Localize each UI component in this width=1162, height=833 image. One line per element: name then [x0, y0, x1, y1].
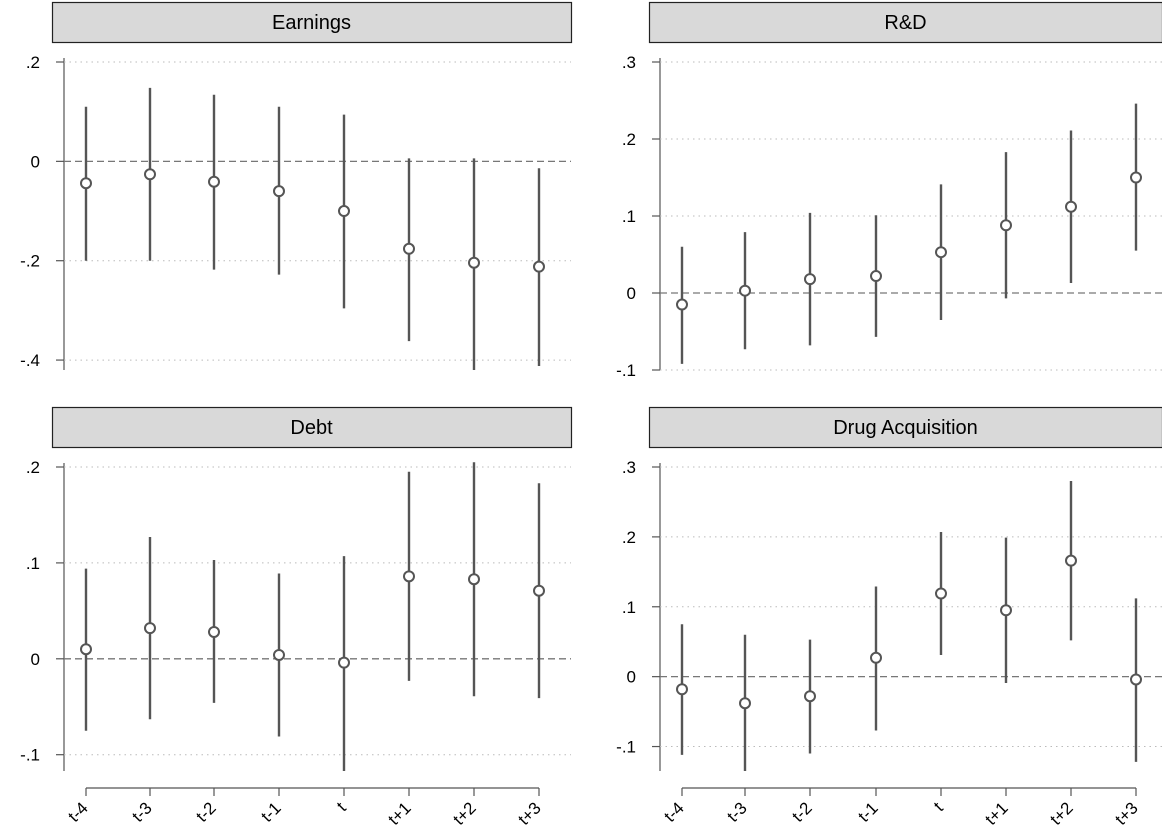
x-tick-label: t+3	[1111, 798, 1141, 828]
y-tick-label: -.1	[616, 738, 636, 757]
x-tick-label: t-3	[723, 798, 750, 825]
x-tick-label: t+2	[1046, 798, 1076, 828]
y-tick-label: .3	[622, 53, 636, 72]
x-tick-label: t-4	[660, 798, 687, 825]
panel-title-bar	[51, 406, 573, 449]
point-estimate	[739, 284, 751, 297]
point-estimate	[533, 584, 545, 597]
x-tick-label: t+2	[449, 798, 479, 828]
point-estimate	[739, 697, 751, 710]
y-tick-label: .1	[26, 554, 40, 573]
panel-debt: Debt .2 .1 0 -.1 t-4 t-3 t-2 t-1 t t+1 t+2 t+3	[20, 406, 573, 829]
x-tick-label: t-4	[64, 798, 91, 825]
panel-title-bar	[648, 1, 1162, 44]
point-estimate	[208, 625, 220, 638]
y-tick-label: .1	[622, 598, 636, 617]
x-tick-label: t+1	[384, 798, 414, 828]
point-estimate	[1065, 554, 1077, 567]
panel-rnd: R&D .3 .2 .1 0 -.1	[616, 1, 1162, 380]
x-tick-label: t-2	[192, 798, 219, 825]
point-estimate	[468, 256, 480, 269]
panel-title: Earnings	[272, 12, 351, 34]
x-tick-label: t-1	[257, 798, 284, 825]
point-estimate	[804, 273, 816, 286]
point-estimate	[144, 168, 156, 181]
point-estimate	[870, 651, 882, 664]
y-tick-label: .2	[26, 458, 40, 477]
x-tick-label: t-3	[128, 798, 155, 825]
x-tick-label: t	[333, 798, 350, 815]
panel-title: R&D	[884, 12, 926, 34]
point-estimate	[403, 570, 415, 583]
point-estimate	[468, 573, 480, 586]
x-tick-label: t+1	[981, 798, 1011, 828]
point-estimate	[804, 690, 816, 703]
y-tick-label: 0	[31, 650, 40, 669]
point-estimate	[144, 622, 156, 635]
point-estimate	[273, 185, 285, 198]
point-estimate	[935, 587, 947, 600]
y-tick-label: .2	[622, 130, 636, 149]
panel-drug-acquisition: Drug Acquisition .3 .2 .1 0 -.1 t-4 t-3 t-2 t-1 t t…	[616, 406, 1162, 829]
panel-title: Debt	[290, 417, 333, 439]
y-tick-label: .2	[622, 528, 636, 547]
point-estimate	[870, 270, 882, 283]
point-estimate	[676, 298, 688, 311]
point-estimate	[533, 260, 545, 273]
point-estimate	[80, 643, 92, 656]
point-estimate	[338, 656, 350, 669]
panel-title-bar	[51, 1, 573, 44]
point-estimate	[273, 648, 285, 661]
point-estimate	[1000, 219, 1012, 232]
point-estimate	[208, 175, 220, 188]
point-estimate	[1130, 171, 1142, 184]
y-tick-label: 0	[31, 152, 40, 171]
panel-title-bar	[648, 406, 1162, 449]
x-tick-label: t+3	[514, 798, 544, 828]
panel-title: Drug Acquisition	[833, 417, 978, 439]
y-tick-label: -.1	[616, 361, 636, 380]
y-tick-label: -.1	[20, 746, 40, 765]
y-tick-label: 0	[627, 668, 636, 687]
x-tick-label: t-1	[854, 798, 881, 825]
y-tick-label: .3	[622, 458, 636, 477]
y-tick-label: 0	[627, 284, 636, 303]
panel-earnings: Earnings .2 0 -.2 -.4	[20, 1, 573, 370]
point-estimate	[935, 246, 947, 259]
point-estimate	[1000, 604, 1012, 617]
point-estimate	[80, 177, 92, 190]
y-tick-label: -.4	[20, 351, 40, 370]
x-tick-label: t-2	[788, 798, 815, 825]
point-estimate	[676, 683, 688, 696]
point-estimate	[403, 242, 415, 255]
point-estimate	[338, 205, 350, 218]
point-estimate	[1065, 200, 1077, 213]
x-tick-label: t	[930, 798, 947, 815]
y-tick-label: -.2	[20, 252, 40, 271]
y-tick-label: .2	[26, 53, 40, 72]
point-estimate	[1130, 673, 1142, 686]
y-tick-label: .1	[622, 207, 636, 226]
